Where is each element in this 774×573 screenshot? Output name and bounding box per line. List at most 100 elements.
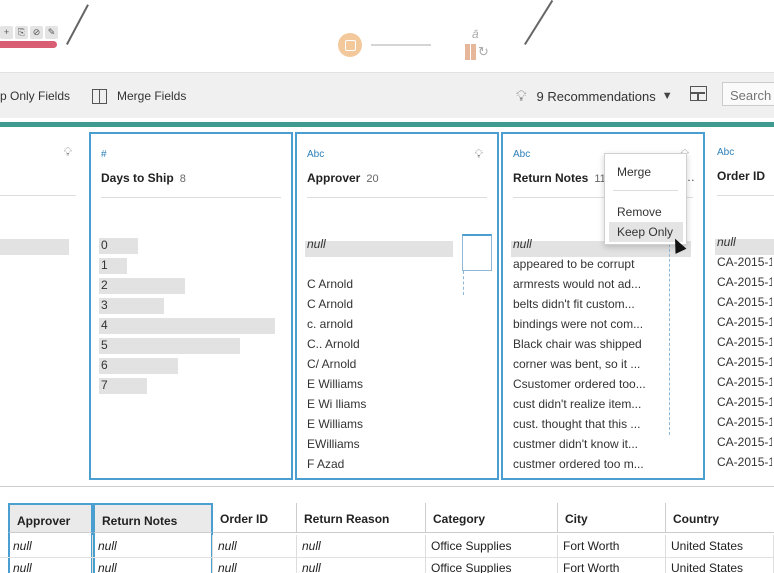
domain-value[interactable]: CA-2015-1 [717,255,772,269]
grid-cell[interactable]: null [8,535,93,557]
domain-value[interactable]: E Wi lliams [307,397,367,411]
domain-value[interactable]: custmer ordered too m... [513,457,644,471]
domain-value[interactable]: cust. thought that this ... [513,417,641,431]
column-header-approver[interactable]: Approver [8,503,93,533]
domain-value[interactable]: CA-2015-1 [717,455,772,469]
domain-value[interactable]: belts didn't fit custom... [513,297,635,311]
search-input[interactable] [722,82,774,106]
merge-fields-button[interactable]: Merge Fields [92,73,186,119]
field-title[interactable]: Days to Ship 8 [101,171,186,185]
grid-cell[interactable]: Fort Worth [558,557,666,573]
domain-value[interactable]: E Williams [307,377,363,391]
histogram-bar[interactable] [99,378,147,394]
histogram-bar[interactable] [99,318,275,334]
domain-value[interactable]: bindings were not com... [513,317,644,331]
grid-cell[interactable]: United States [666,557,774,573]
domain-value[interactable]: c. arnold [307,317,354,331]
grid-cell[interactable]: null [93,535,213,557]
profile-card-partial[interactable]: 💡︎ [0,132,86,480]
histogram-bar[interactable] [0,239,69,255]
domain-value[interactable]: Black chair was shipped [513,337,642,351]
domain-value[interactable]: C Arnold [307,297,354,311]
domain-value[interactable]: E Williams [307,417,363,431]
grid-cell[interactable]: United States [666,535,774,557]
column-header-category[interactable]: Category [426,503,558,533]
domain-value[interactable]: CA-2015-1 [717,275,772,289]
add-icon[interactable]: + [0,26,13,39]
domain-value[interactable]: armrests would not ad... [513,277,642,291]
string-type-icon[interactable]: Abc [513,149,531,160]
histogram-bar[interactable] [99,258,127,274]
value-bar[interactable] [511,241,691,257]
grid-cell[interactable]: null [8,557,93,573]
string-type-icon[interactable]: Abc [717,147,735,158]
profile-card-approver[interactable]: Abc 💡︎ Approver 20 null C Arnold C Arnold c.… [295,132,499,480]
column-header-order-id[interactable]: Order ID [213,503,297,533]
domain-value[interactable]: EWilliams [307,437,360,451]
profile-card-order-id[interactable]: Abc Order ID null CA-2015-1 CA-2015-1 CA-20… [707,132,774,480]
menu-item-keep-only[interactable]: Keep Only [609,222,683,242]
domain-value[interactable]: cust didn't realize item... [513,397,642,411]
pivot-step-node[interactable]: ↻ [465,44,491,62]
histogram-bar[interactable] [99,238,138,254]
domain-value[interactable]: custmer didn't know it... [513,437,639,451]
field-title[interactable]: Approver 20 [307,171,379,185]
menu-item-remove[interactable]: Remove [617,205,662,219]
menu-item-merge[interactable]: Merge [617,165,652,179]
domain-value[interactable]: CA-2015-1 [717,335,772,349]
domain-value[interactable]: appeared to be corrupt [513,257,635,271]
grid-cell[interactable]: null [93,557,213,573]
grid-cell[interactable]: null [297,535,426,557]
recommendations-dropdown[interactable]: 💡︎ 9 Recommendations ▼ [516,73,673,119]
field-title[interactable]: Order ID [717,169,766,183]
domain-value[interactable]: null [307,237,326,251]
layout-toggle-icon[interactable] [690,86,707,101]
domain-value[interactable]: CA-2015-1 [717,315,772,329]
lightbulb-icon[interactable]: 💡︎ [474,147,483,161]
lightbulb-icon[interactable]: 💡︎ [63,145,72,159]
grid-cell[interactable]: Office Supplies [426,557,558,573]
value-bar[interactable] [305,241,453,257]
domain-value[interactable]: CA-2015-1 [717,375,772,389]
domain-value[interactable]: CA-2015-1 [717,415,772,429]
keep-only-fields-button[interactable]: p Only Fields [0,73,70,119]
selected-step-bar[interactable] [0,41,57,48]
value-bar[interactable] [715,239,774,255]
histogram-bar[interactable] [99,358,178,374]
field-title[interactable]: Return Notes 11 [513,171,606,185]
profile-card-days-to-ship[interactable]: # Days to Ship 8 0 1 2 3 4 5 6 7 [89,132,293,480]
grid-cell[interactable]: null [297,557,426,573]
domain-value[interactable]: corner was bent, so it ... [513,357,641,371]
domain-value[interactable]: F Azad [307,457,345,471]
domain-value[interactable]: CA-2015-1 [717,395,772,409]
flow-canvas[interactable]: + ⎘ ⊘ ✎ ā ↻ [0,0,774,72]
domain-value[interactable]: CA-2015-1 [717,295,772,309]
scroll-thumb[interactable] [462,234,492,271]
domain-value[interactable]: CA-2015-1 [717,355,772,369]
domain-value[interactable]: null [717,235,736,249]
histogram-bar[interactable] [99,278,185,294]
domain-value[interactable]: C/ Arnold [307,357,357,371]
copy-icon[interactable]: ⎘ [15,26,28,39]
histogram-bar[interactable] [99,298,164,314]
domain-value[interactable]: C Arnold [307,277,354,291]
domain-value[interactable]: C.. Arnold [307,337,360,351]
grid-cell[interactable]: null [213,535,297,557]
domain-value[interactable]: CA-2015-1 [717,435,772,449]
grid-cell[interactable]: null [213,557,297,573]
clean-step-node[interactable] [338,33,362,57]
domain-value[interactable] [307,256,447,273]
column-header-city[interactable]: City [558,503,666,533]
column-header-return-reason[interactable]: Return Reason [297,503,426,533]
edit-icon[interactable]: ✎ [45,26,58,39]
column-header-country[interactable]: Country [666,503,774,533]
domain-value[interactable]: Csustomer ordered too... [513,377,646,391]
string-type-icon[interactable]: Abc [307,149,325,160]
domain-value[interactable]: null [513,237,532,251]
grid-cell[interactable]: Office Supplies [426,535,558,557]
histogram-bar[interactable] [99,338,240,354]
number-type-icon[interactable]: # [101,149,107,160]
link-icon[interactable]: ⊘ [30,26,43,39]
grid-cell[interactable]: Fort Worth [558,535,666,557]
column-header-return-notes[interactable]: Return Notes [93,503,213,533]
